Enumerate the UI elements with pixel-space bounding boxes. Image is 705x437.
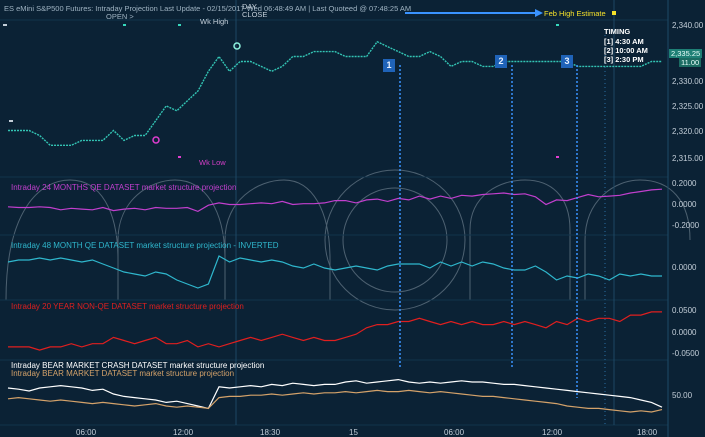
feb-high-label: Feb High Estimate [544, 9, 606, 18]
y-tick-2325: 2,325.00 [672, 102, 704, 111]
chart-title: ES eMini S&P500 Futures: Intraday Projec… [4, 4, 412, 13]
panel-title-qe24: Intraday 24 MONTHS QE DATASET market str… [11, 183, 237, 192]
qe24-line [7, 188, 663, 213]
price-change-tag: 11.00 [679, 58, 702, 67]
x-tick-15: 15 [349, 428, 358, 437]
timing-item-1: [1] 4:30 AM [604, 37, 644, 46]
wk-low-marker [152, 136, 160, 144]
y-tick-nonqe-0: 0.0000 [672, 328, 697, 337]
open-label: OPEN > [106, 12, 134, 21]
x-tick-1800: 18:00 [637, 428, 658, 437]
y-tick-2330: 2,330.00 [672, 77, 704, 86]
timing-item-2: [2] 10:00 AM [604, 46, 648, 55]
y-tick-qe48-0: 0.0000 [672, 263, 697, 272]
day-close-label: DAY CLOSE [242, 2, 268, 19]
price-line [8, 40, 662, 147]
x-tick-0600b: 06:00 [444, 428, 465, 437]
timing-item-3: [3] 2:30 PM [604, 55, 644, 64]
y-tick-2340: 2,340.00 [672, 21, 704, 30]
x-tick-0600: 06:00 [76, 428, 97, 437]
last-price-tag: 2,335.25 [669, 49, 703, 58]
watermark-logo [5, 169, 691, 311]
y-tick-qe24-neg0.2: -0.2000 [672, 221, 700, 230]
y-tick-nonqe-0.05: 0.0500 [672, 306, 697, 315]
bear-market-line [7, 389, 663, 413]
y-tick-qe24-0: 0.0000 [672, 200, 697, 209]
y-tick-nonqe-neg0.05: -0.0500 [672, 349, 700, 358]
nonqe20-line [8, 311, 662, 351]
timing-marker-1: 1 [383, 59, 395, 72]
bear-crash-line [7, 378, 663, 410]
y-tick-2320: 2,320.00 [672, 127, 704, 136]
y-tick-2315: 2,315.00 [672, 154, 704, 163]
y-tick-bear-50: 50.00 [672, 391, 693, 400]
day-close-marker [233, 42, 241, 50]
timing-marker-3: 3 [561, 55, 573, 68]
panel-title-nonqe20: Intraday 20 YEAR NON-QE DATASET market s… [11, 302, 244, 311]
feb-high-arrow [405, 9, 543, 17]
wk-high-label: Wk High [200, 17, 229, 26]
panel-title-bear-crash: Intraday BEAR MARKET CRASH DATASET marke… [11, 361, 265, 370]
timing-title: TIMING [604, 27, 631, 36]
panel-title-qe48: Intraday 48 MONTH QE DATASET market stru… [11, 241, 279, 250]
x-tick-1200: 12:00 [173, 428, 194, 437]
y-tick-qe24-0.2: 0.2000 [672, 179, 697, 188]
x-tick-1830: 18:30 [260, 428, 281, 437]
panel-title-bear-market: Intraday BEAR MARKET DATASET market stru… [11, 369, 235, 378]
feb-high-marker [612, 11, 616, 15]
wk-low-label: Wk Low [199, 158, 226, 167]
timing-marker-2: 2 [495, 55, 507, 68]
qe48-line [7, 255, 662, 289]
x-tick-1200b: 12:00 [542, 428, 563, 437]
